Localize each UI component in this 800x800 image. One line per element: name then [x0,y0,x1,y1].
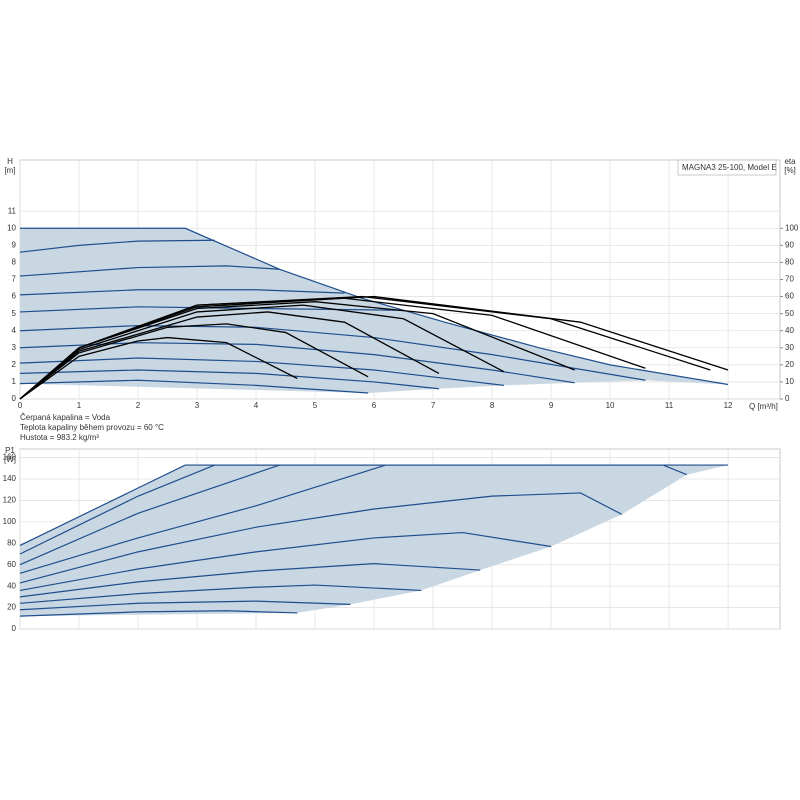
efficiency-curve [19,336,298,400]
y2-tick-label: 10 [785,377,794,386]
annotation-box [677,159,777,176]
y-axis-label: H [7,157,13,166]
performance-curve [19,464,387,574]
y-tick-label: 40 [7,581,16,590]
y-tick-label: 9 [12,240,17,249]
y2-axis-unit: [%] [784,166,796,175]
y-tick-label: 0 [12,624,17,633]
operating-area [20,465,729,617]
x-axis-label: Q [m³/h] [749,402,778,411]
performance-curve [19,239,215,253]
performance-curve [19,464,687,555]
note: Teplota kapaliny během provozu = 60 °C [20,423,164,432]
y-tick-label: 120 [3,496,17,505]
y-axis-unit: [W] [4,455,16,464]
y2-tick-label: 70 [785,275,794,284]
x-tick-label: 2 [136,401,141,410]
efficiency-curve [19,295,729,400]
annotation: MAGNA3 25-100, Model E [682,163,777,172]
efficiency-curve [19,311,440,400]
performance-curve [19,531,552,592]
performance-curve [19,563,481,598]
y-axis-unit: [m] [4,166,15,175]
y-tick-label: 4 [12,326,17,335]
y-tick-label: 5 [12,309,17,318]
y-tick-label: 140 [3,474,17,483]
x-tick-label: 4 [254,401,259,410]
y2-tick-label: 40 [785,326,794,335]
y-tick-label: 80 [7,538,16,547]
y2-tick-label: 100 [785,223,799,232]
y-tick-label: 8 [12,258,17,267]
performance-curve [19,369,440,390]
x-tick-label: 11 [665,401,674,410]
y-tick-label: 160 [3,453,17,462]
y-tick-label: 0 [12,394,17,403]
y2-tick-label: 80 [785,258,794,267]
y-tick-label: 60 [7,560,16,569]
performance-curve [19,265,280,277]
y2-tick-label: 20 [785,360,794,369]
y-tick-label: 7 [12,275,17,284]
performance-curve [19,289,345,296]
performance-curve [19,324,646,381]
x-tick-label: 8 [490,401,495,410]
performance-curve [19,342,575,384]
y-axis-label: P1 [5,446,15,455]
performance-curve [19,584,422,604]
performance-curve [19,357,504,386]
x-tick-label: 7 [431,401,436,410]
y2-tick-label: 50 [785,309,794,318]
y2-tick-label: 0 [785,394,790,403]
efficiency-curve [19,323,369,400]
y-tick-label: 6 [12,292,17,301]
x-tick-label: 6 [372,401,377,410]
efficiency-curve [19,304,505,400]
y2-tick-label: 60 [785,292,794,301]
y-tick-label: 2 [12,360,17,369]
y2-tick-label: 90 [785,240,794,249]
y-tick-label: 11 [8,206,17,215]
x-tick-label: 10 [606,401,615,410]
performance-curve [19,610,298,617]
y-tick-label: 100 [3,517,17,526]
x-tick-label: 12 [724,401,733,410]
performance-curve [19,379,369,394]
x-tick-label: 5 [313,401,318,410]
y2-axis-label: eta [784,157,796,166]
x-tick-label: 1 [77,401,82,410]
x-tick-label: 0 [18,401,23,410]
performance-curve [19,492,623,584]
y2-tick-label: 30 [785,343,794,352]
note: Čerpaná kapalina = Voda [20,413,111,422]
performance-curve [19,464,280,566]
y-tick-label: 10 [7,223,16,232]
performance-curve [19,600,351,611]
operating-area [20,228,729,394]
note: Hustota = 983.2 kg/m³ [20,433,99,442]
x-tick-label: 3 [195,401,200,410]
y-tick-label: 3 [12,343,17,352]
y-tick-label: 1 [12,377,17,386]
x-tick-label: 9 [549,401,554,410]
y-tick-label: 20 [7,603,16,612]
